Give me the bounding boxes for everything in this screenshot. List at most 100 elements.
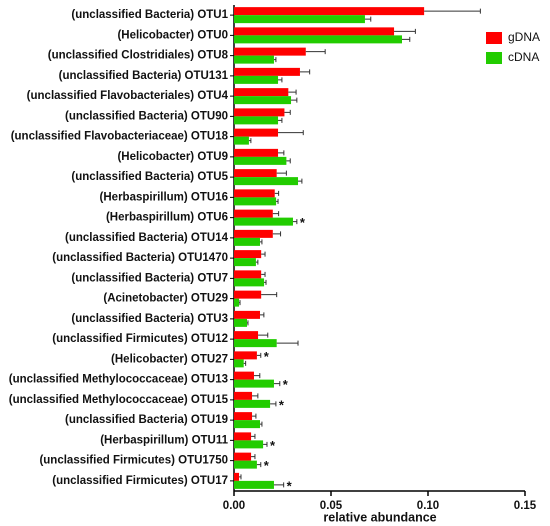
y-tick-label: (unclassified Bacteria) OTU7	[71, 272, 228, 284]
error-bar	[261, 292, 278, 298]
error-bar	[278, 150, 285, 156]
error-bar	[364, 16, 372, 22]
significance-mark: *	[279, 397, 285, 412]
significance-mark: *	[300, 215, 306, 230]
error-bar	[255, 259, 259, 265]
bar	[234, 15, 365, 24]
bar	[234, 88, 289, 97]
x-tick-label: 0.00	[223, 500, 245, 512]
error-bar	[276, 198, 279, 204]
error-bar	[278, 130, 304, 136]
y-tick-label: (unclassified Methylococcaceae) OTU13	[9, 374, 228, 386]
bar	[234, 189, 275, 198]
y-tick-label: (unclassified Bacteria) OTU90	[65, 110, 228, 122]
error-bar	[394, 28, 416, 34]
error-bar	[259, 239, 263, 245]
error-bar	[270, 401, 277, 407]
y-tick-label: (unclassified Methylococcaceae) OTU15	[9, 394, 229, 406]
legend-swatch	[486, 52, 502, 64]
bar	[234, 108, 285, 117]
error-bar	[305, 49, 326, 55]
bar	[234, 278, 265, 287]
bar	[234, 169, 277, 178]
bar	[234, 75, 279, 84]
y-tick-label: (unclassified Flavobacteriales) OTU4	[27, 90, 229, 102]
error-bar	[256, 462, 262, 468]
y-tick-label: (unclassified Bacteria) OTU19	[65, 414, 228, 426]
y-tick-label: (unclassified Bacteria) OTU131	[59, 70, 229, 82]
error-bar	[261, 271, 266, 277]
significance-mark: *	[270, 438, 276, 453]
bar	[234, 35, 403, 44]
bar	[234, 197, 277, 206]
y-tick-label: (unclassified Flavobacteriaceae) OTU18	[11, 131, 229, 143]
error-bar	[259, 421, 263, 427]
error-bar	[272, 211, 280, 217]
y-tick-label: (Acinetobacter) OTU29	[103, 293, 228, 305]
bar	[234, 229, 273, 238]
significance-mark: *	[283, 377, 289, 392]
error-bar	[273, 381, 281, 387]
bar	[234, 116, 279, 125]
bar	[234, 331, 259, 340]
error-bar	[252, 413, 257, 419]
y-tick-label: (unclassified Firmicutes) OTU1750	[39, 455, 228, 467]
bar	[234, 391, 253, 400]
y-tick-label: (unclassified Bacteria) OTU3	[71, 313, 228, 325]
legend-swatch	[486, 32, 502, 44]
bar	[234, 148, 279, 157]
bar	[234, 27, 395, 36]
bar	[234, 47, 306, 56]
y-tick-label: (Herbaspirillum) OTU6	[106, 212, 228, 224]
x-tick-label: 0.05	[320, 500, 343, 512]
bar	[234, 217, 293, 226]
error-bar	[274, 190, 280, 196]
bar	[234, 359, 244, 368]
significance-mark: *	[287, 478, 293, 493]
bar	[234, 452, 252, 461]
y-tick-label: (unclassified Firmicutes) OTU17	[52, 475, 228, 487]
error-bar	[243, 360, 247, 366]
error-bar	[299, 69, 311, 75]
error-bar	[292, 219, 298, 225]
error-bar	[273, 482, 285, 488]
error-bar	[239, 474, 242, 480]
bar	[234, 399, 271, 408]
error-bar	[276, 340, 299, 346]
significance-mark: *	[264, 458, 270, 473]
bar	[234, 371, 254, 380]
legend-label: cDNA	[508, 50, 539, 64]
bar	[234, 351, 257, 360]
error-bar	[261, 251, 266, 257]
error-bar	[291, 97, 298, 103]
error-bar	[272, 231, 282, 237]
error-bar	[251, 454, 256, 460]
error-bar	[252, 393, 259, 399]
error-bar	[286, 158, 291, 164]
error-bar	[264, 279, 267, 285]
error-bar	[248, 138, 252, 144]
bar	[234, 250, 262, 259]
x-axis-label: relative abundance	[323, 510, 436, 524]
y-tick-label: (unclassified Firmicutes) OTU12	[52, 333, 228, 345]
bar	[234, 460, 257, 469]
bar	[234, 480, 274, 489]
bar	[234, 379, 274, 388]
error-bar	[284, 109, 291, 115]
error-bar	[251, 433, 256, 439]
bar	[234, 128, 279, 137]
error-bar	[273, 57, 277, 63]
y-tick-label: (Helicobacter) OTU27	[111, 353, 228, 365]
error-bar	[424, 8, 481, 14]
y-tick-label: (Helicobacter) OTU0	[117, 29, 228, 41]
bar	[234, 55, 274, 64]
bar	[234, 209, 273, 218]
y-tick-label: (unclassified Bacteria) OTU1470	[52, 252, 228, 264]
error-bar	[259, 312, 265, 318]
bar	[234, 318, 247, 327]
bar	[234, 298, 240, 307]
error-bar	[246, 320, 249, 326]
y-tick-label: (Helicobacter) OTU9	[117, 151, 228, 163]
bar	[234, 67, 300, 76]
bar	[234, 7, 425, 16]
